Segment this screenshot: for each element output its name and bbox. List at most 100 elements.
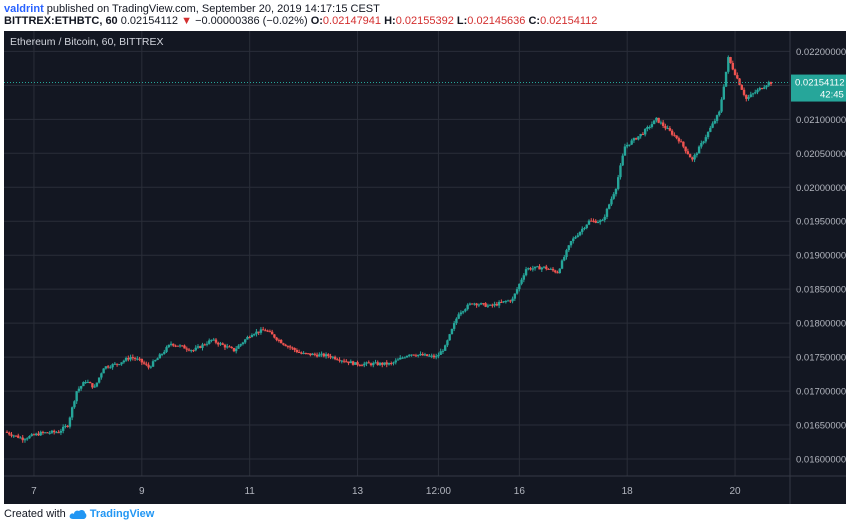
candle-body <box>452 323 456 329</box>
candle-body <box>646 126 649 130</box>
candle-body <box>291 347 294 349</box>
candle-body <box>572 238 575 242</box>
y-tick-label: 0.01900000 <box>796 251 846 262</box>
candle-body <box>277 339 281 341</box>
candle-body <box>392 362 395 364</box>
candle-body <box>120 362 123 365</box>
candle-body <box>747 96 750 99</box>
candle-body <box>68 417 72 427</box>
candle-body <box>401 357 404 359</box>
candle-body <box>46 432 49 434</box>
candle-body <box>486 305 490 307</box>
candle-body <box>133 358 137 360</box>
candle-body <box>385 362 388 365</box>
candle-body <box>522 275 526 280</box>
candle-body <box>625 144 629 147</box>
candle-body <box>156 358 159 361</box>
candle-body <box>697 146 701 154</box>
candle-body <box>608 204 611 209</box>
candle-body <box>12 435 15 437</box>
candle-body <box>165 347 168 352</box>
candle-body <box>515 289 519 294</box>
candle-body <box>711 123 714 128</box>
symbol-label: BITTREX:ETHBTC, 60 <box>4 15 118 27</box>
candle-body <box>756 89 759 93</box>
candle-body <box>504 301 508 303</box>
current-price-label: 0.02154112 <box>795 78 845 89</box>
y-tick-label: 0.01850000 <box>796 285 846 296</box>
candle-body <box>210 339 213 341</box>
candle-body <box>673 134 676 136</box>
ohlc-line: BITTREX:ETHBTC, 60 0.02154112 ▼ −0.00000… <box>4 15 597 27</box>
candle-body <box>536 266 539 268</box>
candle-body <box>333 356 337 360</box>
candle-body <box>533 266 537 269</box>
candle-body <box>414 355 418 357</box>
candle-body <box>497 301 501 306</box>
candle-body <box>763 87 766 89</box>
candle-body <box>731 62 734 70</box>
candle-body <box>466 304 469 310</box>
candle-body <box>181 345 184 347</box>
candle-body <box>724 71 728 87</box>
candle-body <box>727 57 730 72</box>
candle-body <box>659 122 663 124</box>
candle-body <box>473 303 476 305</box>
candle-body <box>313 353 317 355</box>
candle-body <box>432 355 436 358</box>
candle-body <box>538 266 541 270</box>
tradingview-brand[interactable]: TradingView <box>89 508 155 520</box>
candle-body <box>52 430 56 433</box>
candle-body <box>44 432 47 434</box>
candle-body <box>345 361 348 363</box>
candle-body <box>590 220 593 222</box>
candle-body <box>652 120 656 125</box>
candle-body <box>340 360 344 362</box>
candle-body <box>57 432 60 434</box>
candle-body <box>417 354 420 356</box>
candle-body <box>560 260 564 269</box>
candle-body <box>668 128 672 131</box>
candle-body <box>475 303 478 306</box>
candle-body <box>383 362 386 365</box>
candle-body <box>309 353 312 356</box>
open-value: 0.02147941 <box>322 15 382 27</box>
candle-body <box>461 311 465 313</box>
candle-body <box>769 82 773 84</box>
candle-body <box>217 342 220 345</box>
chart-container[interactable]: 0.022000000.021500000.021000000.02050000… <box>4 31 846 504</box>
candle-body <box>14 435 18 437</box>
candle-body <box>268 331 272 333</box>
low-value: 0.02145636 <box>467 15 526 27</box>
candle-body <box>264 330 267 332</box>
x-tick-label: 11 <box>244 486 255 497</box>
candle-body <box>178 345 182 347</box>
candle-body <box>491 304 494 306</box>
candle-body <box>95 382 99 387</box>
x-tick-label: 20 <box>729 486 741 497</box>
candle-body <box>428 355 431 357</box>
candle-body <box>115 363 119 365</box>
candle-body <box>360 365 364 367</box>
candle-body <box>41 431 45 433</box>
candle-body <box>718 111 721 116</box>
candle-body <box>688 154 692 158</box>
candle-body <box>369 363 373 366</box>
candle-body <box>554 270 557 273</box>
candle-body <box>390 363 393 365</box>
candle-body <box>396 359 400 361</box>
candle-body <box>86 382 90 384</box>
price-chart[interactable]: 0.022000000.021500000.021000000.02050000… <box>4 31 846 504</box>
candle-body <box>443 345 447 351</box>
candle-body <box>138 358 141 360</box>
candle-body <box>630 140 633 145</box>
x-tick-label: 12:00 <box>426 486 451 497</box>
author-link[interactable]: valdrint <box>4 3 44 15</box>
candle-body <box>5 431 9 433</box>
candle-body <box>61 426 65 431</box>
candle-body <box>408 354 411 356</box>
candle-body <box>322 353 326 357</box>
candle-body <box>230 347 233 349</box>
candle-body <box>354 362 357 365</box>
candle-body <box>30 434 33 437</box>
